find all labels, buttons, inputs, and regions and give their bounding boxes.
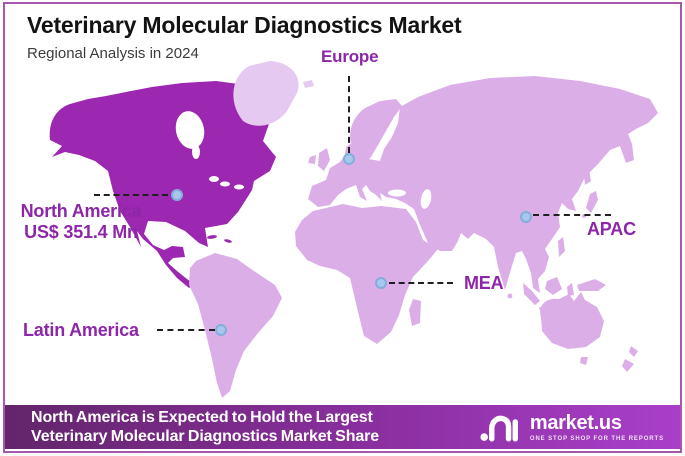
map-region-greenland [233, 61, 299, 126]
map-region-africa [295, 204, 438, 344]
map-philippines [558, 237, 565, 257]
map-sumatra [523, 283, 540, 305]
mea-label: MEA [464, 273, 504, 293]
map-black-sea [388, 189, 406, 197]
map-sulawesi [567, 283, 574, 296]
map-new-zealand [622, 359, 634, 372]
north-america-name: North America [20, 201, 142, 221]
map-region-north-america [49, 81, 276, 288]
map-sri-lanka [507, 293, 513, 299]
map-caspian-sea [420, 189, 432, 209]
map-new-zealand [629, 346, 638, 357]
marketus-logo-name: market.us [529, 411, 622, 434]
map-region-eurasia [308, 76, 658, 293]
north-america-leader-line [94, 194, 168, 196]
latin-america-marker [215, 324, 227, 336]
map-tasmania [580, 357, 588, 365]
map-madagascar [409, 299, 421, 326]
map-great-lakes [220, 181, 230, 187]
footer-banner: North America is Expected to Hold the La… [5, 405, 680, 449]
map-region-australia [540, 292, 604, 349]
banner-note: North America is Expected to Hold the La… [5, 408, 379, 446]
north-america-label: North America US$ 351.4 Mn [6, 201, 156, 243]
europe-leader-line [348, 76, 350, 153]
map-hudson-bay [175, 111, 205, 149]
apac-marker [520, 211, 532, 223]
map-japan [586, 191, 598, 213]
map-scandinavia [350, 99, 402, 165]
mea-leader-line [389, 282, 453, 284]
apac-leader-line [533, 214, 611, 216]
banner-note-line1: North America is Expected to Hold the La… [31, 409, 373, 426]
map-great-britain [318, 148, 330, 171]
marketus-logo-icon [480, 415, 518, 442]
latin-america-leader-line [157, 329, 215, 331]
north-america-value: US$ 351.4 Mn [24, 222, 138, 243]
page-subtitle: Regional Analysis in 2024 [27, 45, 199, 62]
apac-label: APAC [587, 219, 636, 239]
page-title: Veterinary Molecular Diagnostics Market [27, 12, 462, 38]
europe-label: Europe [321, 47, 379, 66]
marketus-logo-text: market.us ONE STOP SHOP FOR THE REPORTS [530, 413, 664, 442]
map-caribbean-islands [207, 235, 217, 239]
map-great-lakes [209, 176, 219, 182]
marketus-logo: market.us ONE STOP SHOP FOR THE REPORTS [480, 411, 664, 443]
map-james-bay [192, 145, 200, 159]
banner-note-line2: Veterinary Molecular Diagnostics Market … [31, 428, 380, 445]
map-ireland [308, 155, 316, 164]
north-america-marker [171, 189, 183, 201]
europe-marker [343, 153, 355, 165]
map-sakhalin [583, 163, 591, 185]
map-new-guinea [577, 279, 606, 291]
marketus-logo-tagline: ONE STOP SHOP FOR THE REPORTS [529, 435, 664, 442]
map-caribbean-islands [224, 239, 232, 243]
header: Veterinary Molecular Diagnostics Market … [27, 12, 462, 62]
map-region-south-america [189, 253, 282, 398]
map-iceland [303, 80, 314, 88]
map-borneo [545, 277, 562, 295]
latin-america-label: Latin America [23, 320, 139, 340]
mea-marker [375, 277, 387, 289]
map-great-lakes [234, 184, 244, 190]
